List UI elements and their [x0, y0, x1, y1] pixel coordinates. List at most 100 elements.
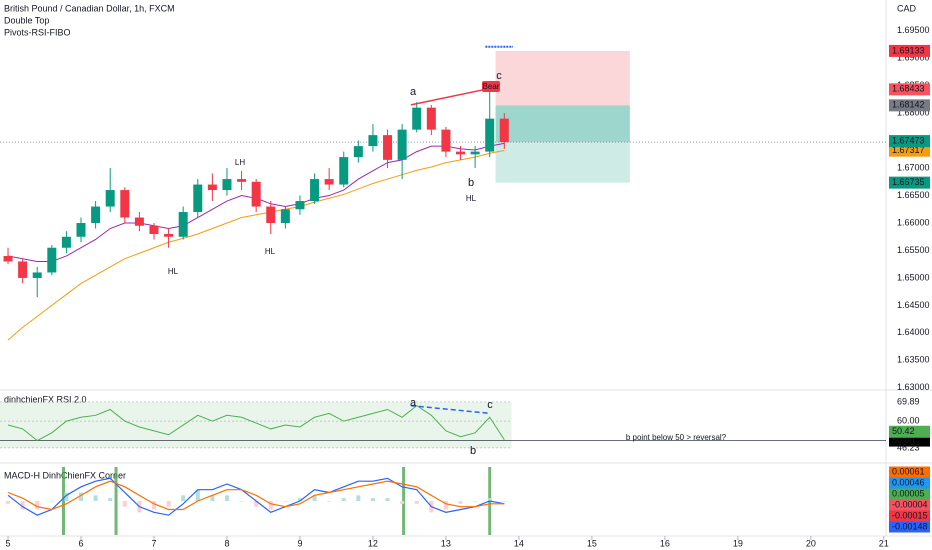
- histogram-bar: [268, 501, 273, 510]
- x-tick-label: 14: [514, 538, 524, 548]
- price-badge-label: 1.66735: [892, 177, 925, 187]
- indicator-label: Double Top: [4, 15, 49, 25]
- y-tick-label: 50.00: [892, 435, 915, 445]
- histogram-bar: [341, 498, 346, 501]
- rsi-value-label: 50.42: [892, 426, 915, 436]
- candle-body: [61, 236, 71, 248]
- y-tick-label: 1.69500: [897, 25, 930, 35]
- rsi-band: [0, 401, 512, 448]
- signal-bar: [61, 467, 65, 535]
- annotation: a: [410, 397, 417, 409]
- price-badge-label: 1.67473: [892, 135, 925, 145]
- histogram-bar: [93, 495, 98, 501]
- y-tick-label: 1.67000: [897, 162, 930, 172]
- histogram-bar: [254, 501, 259, 507]
- macd-badge: [889, 488, 930, 500]
- candle-body: [324, 179, 334, 185]
- histogram-bar: [443, 501, 448, 510]
- histogram-bar: [122, 501, 127, 507]
- x-tick-label: 12: [368, 538, 378, 548]
- price-badge: [889, 44, 930, 57]
- candle-body: [251, 181, 261, 207]
- histogram-bar: [195, 489, 200, 501]
- candle-body: [499, 118, 509, 143]
- histogram-bar: [385, 498, 390, 501]
- histogram-bar: [49, 501, 54, 502]
- candle-body: [91, 206, 101, 224]
- price-badge: [889, 176, 930, 189]
- x-tick-label: 8: [224, 538, 229, 548]
- histogram-bar: [312, 495, 317, 501]
- x-tick-label: 13: [441, 538, 451, 548]
- candle-body: [134, 217, 144, 226]
- chart-title: British Pound / Canadian Dollar, 1h, FXC…: [4, 3, 175, 13]
- histogram-bar: [181, 495, 186, 501]
- y-tick-label: 1.66500: [897, 190, 930, 200]
- candle-body: [295, 201, 305, 210]
- candle-body: [310, 179, 320, 202]
- candle-body: [412, 107, 422, 130]
- price-badge: [889, 83, 930, 96]
- macd-badge: [889, 521, 930, 533]
- candle-body: [426, 107, 436, 130]
- pattern-line: [410, 87, 490, 106]
- histogram-bar: [151, 501, 156, 510]
- macd-badge: [889, 466, 930, 478]
- histogram-bar: [166, 501, 171, 507]
- annotation: c: [496, 70, 502, 82]
- candle-body: [178, 212, 188, 237]
- annotation: HL: [168, 267, 179, 276]
- axis-unit: CAD: [897, 3, 917, 13]
- x-tick-label: 19: [733, 538, 743, 548]
- stop-zone: [495, 50, 630, 106]
- rsi-line: [7, 404, 505, 442]
- macd-badge-label: 0.00046: [892, 477, 925, 487]
- macd-badge-label: -0.00015: [892, 510, 928, 520]
- candle-body: [368, 135, 378, 147]
- bear-badge: [482, 81, 500, 92]
- rsi-divergence: [410, 404, 490, 415]
- macd-badge-label: -0.00148: [892, 521, 928, 531]
- candle-body: [339, 157, 349, 185]
- candle-body: [383, 135, 393, 160]
- macd-badge-label: 0.00005: [892, 488, 925, 498]
- annotation: b: [468, 177, 474, 189]
- y-tick-label: 69.89: [897, 396, 920, 406]
- y-tick-label: 60.00: [897, 416, 920, 426]
- x-tick-label: 21: [879, 538, 889, 548]
- macd-line: [7, 480, 505, 511]
- histogram-bar: [64, 492, 69, 501]
- histogram-bar: [414, 501, 419, 504]
- histogram-bar: [239, 501, 244, 502]
- candle-body: [164, 234, 174, 237]
- histogram-bar: [210, 495, 215, 501]
- x-tick-label: 20: [806, 538, 816, 548]
- histogram-bar: [20, 501, 25, 510]
- candle-body: [353, 146, 363, 158]
- macd-badge-label: -0.00004: [892, 499, 928, 509]
- candle-body: [456, 151, 466, 155]
- x-tick-label: 6: [79, 538, 84, 548]
- histogram-bar: [6, 501, 11, 504]
- candle-body: [47, 247, 57, 273]
- y-tick-label: 46.23: [897, 442, 920, 452]
- x-tick-label: 5: [6, 538, 11, 548]
- annotation: c: [487, 399, 493, 411]
- signal-bar: [114, 467, 118, 535]
- histogram-bar: [327, 501, 332, 502]
- rsi-badge: [889, 425, 930, 438]
- macd-badge: [889, 499, 930, 511]
- annotation: LH: [235, 158, 245, 167]
- candle-body: [441, 129, 451, 152]
- y-tick-label: 1.63500: [897, 355, 930, 365]
- histogram-bar: [108, 498, 113, 501]
- candle-body: [120, 190, 130, 218]
- x-tick-label: 9: [297, 538, 302, 548]
- candle-body: [266, 206, 276, 224]
- price-badge-label: 1.68433: [892, 84, 925, 94]
- candle-body: [237, 179, 247, 182]
- annotation: a: [410, 86, 417, 98]
- candle-body: [18, 261, 28, 278]
- y-tick-label: 1.64000: [897, 327, 930, 337]
- macd-badge-label: 0.00061: [892, 466, 925, 476]
